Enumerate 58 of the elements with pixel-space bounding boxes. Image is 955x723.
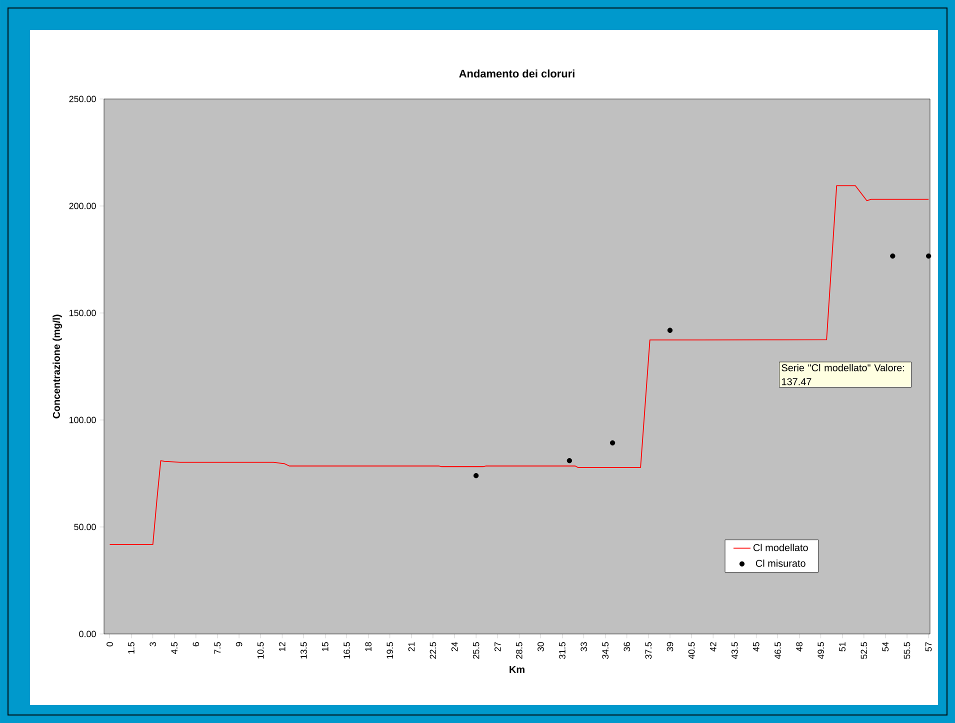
- y-tick-label: 150.00: [70, 310, 96, 316]
- x-tick-label: 9: [236, 642, 242, 646]
- y-tick-label: 250.00: [69, 96, 96, 102]
- y-axis-title: Concentrazione (mg/l): [52, 314, 62, 418]
- chart-title: Andamento dei cloruri: [459, 69, 574, 78]
- x-tick-label: 40.5: [688, 642, 695, 660]
- x-tick-label: 55.5: [904, 642, 910, 659]
- y-tick-label: 100.00: [70, 416, 96, 424]
- x-axis-title: Km: [510, 666, 524, 673]
- x-tick-label: 46.5: [774, 642, 781, 660]
- x-tick-label: 16.5: [344, 642, 350, 659]
- x-tick-label: 4.5: [171, 642, 178, 654]
- legend-label: Cl modellato: [753, 544, 808, 552]
- x-tick-label: 28.5: [516, 642, 522, 659]
- x-tick-label: 18: [365, 642, 372, 652]
- x-tick-label: 31.5: [559, 642, 566, 659]
- y-tick-label: 200.00: [69, 202, 96, 210]
- x-tick-label: 24: [451, 642, 458, 652]
- x-tick-label: 34.5: [602, 642, 609, 659]
- x-tick-label: 19.5: [386, 642, 394, 659]
- point: [610, 440, 616, 446]
- y-tick-label: 0.00: [79, 630, 96, 638]
- point: [667, 328, 673, 333]
- x-tick-label: 42: [710, 642, 716, 652]
- x-tick-label: 21: [408, 642, 415, 652]
- x-tick-label: 13.5: [300, 642, 307, 659]
- x-tick-label: 27: [494, 642, 501, 652]
- x-tick-label: 51: [839, 642, 846, 652]
- point: [890, 253, 896, 259]
- x-tick-label: 7.5: [214, 642, 221, 654]
- line-series: [109, 185, 930, 545]
- x-tick-label: 25.5: [472, 642, 480, 659]
- x-tick-label: 52.5: [860, 642, 868, 659]
- legend-label: Cl misurato: [756, 560, 806, 567]
- point: [473, 473, 479, 478]
- x-tick-label: 30: [538, 642, 544, 652]
- x-tick-label: 1.5: [128, 642, 134, 654]
- point: [926, 253, 932, 259]
- x-tick-label: 10.5: [257, 642, 264, 659]
- annotation: Serie "Cl modellato" Valore: 137.47: [782, 364, 904, 386]
- point: [566, 458, 572, 464]
- x-tick-label: 57: [925, 642, 932, 652]
- x-tick-label: 48: [796, 642, 802, 652]
- x-tick-label: 39: [666, 642, 674, 652]
- x-tick-label: 33: [580, 642, 587, 652]
- x-tick-label: 15: [322, 642, 328, 652]
- x-tick-label: 0: [106, 642, 113, 646]
- x-tick-label: 54: [882, 642, 889, 652]
- x-tick-label: 37.5: [645, 642, 652, 659]
- x-tick-label: 22.5: [430, 642, 436, 659]
- x-tick-label: 6: [192, 642, 200, 646]
- x-tick-label: 45: [753, 642, 760, 652]
- x-tick-label: 49.5: [818, 642, 824, 660]
- x-tick-label: 36: [624, 642, 630, 652]
- x-tick-label: 43.5: [731, 642, 738, 660]
- y-tick-label: 50.00: [74, 524, 96, 530]
- x-tick-label: 12: [279, 642, 286, 652]
- x-tick-label: 3: [150, 642, 156, 646]
